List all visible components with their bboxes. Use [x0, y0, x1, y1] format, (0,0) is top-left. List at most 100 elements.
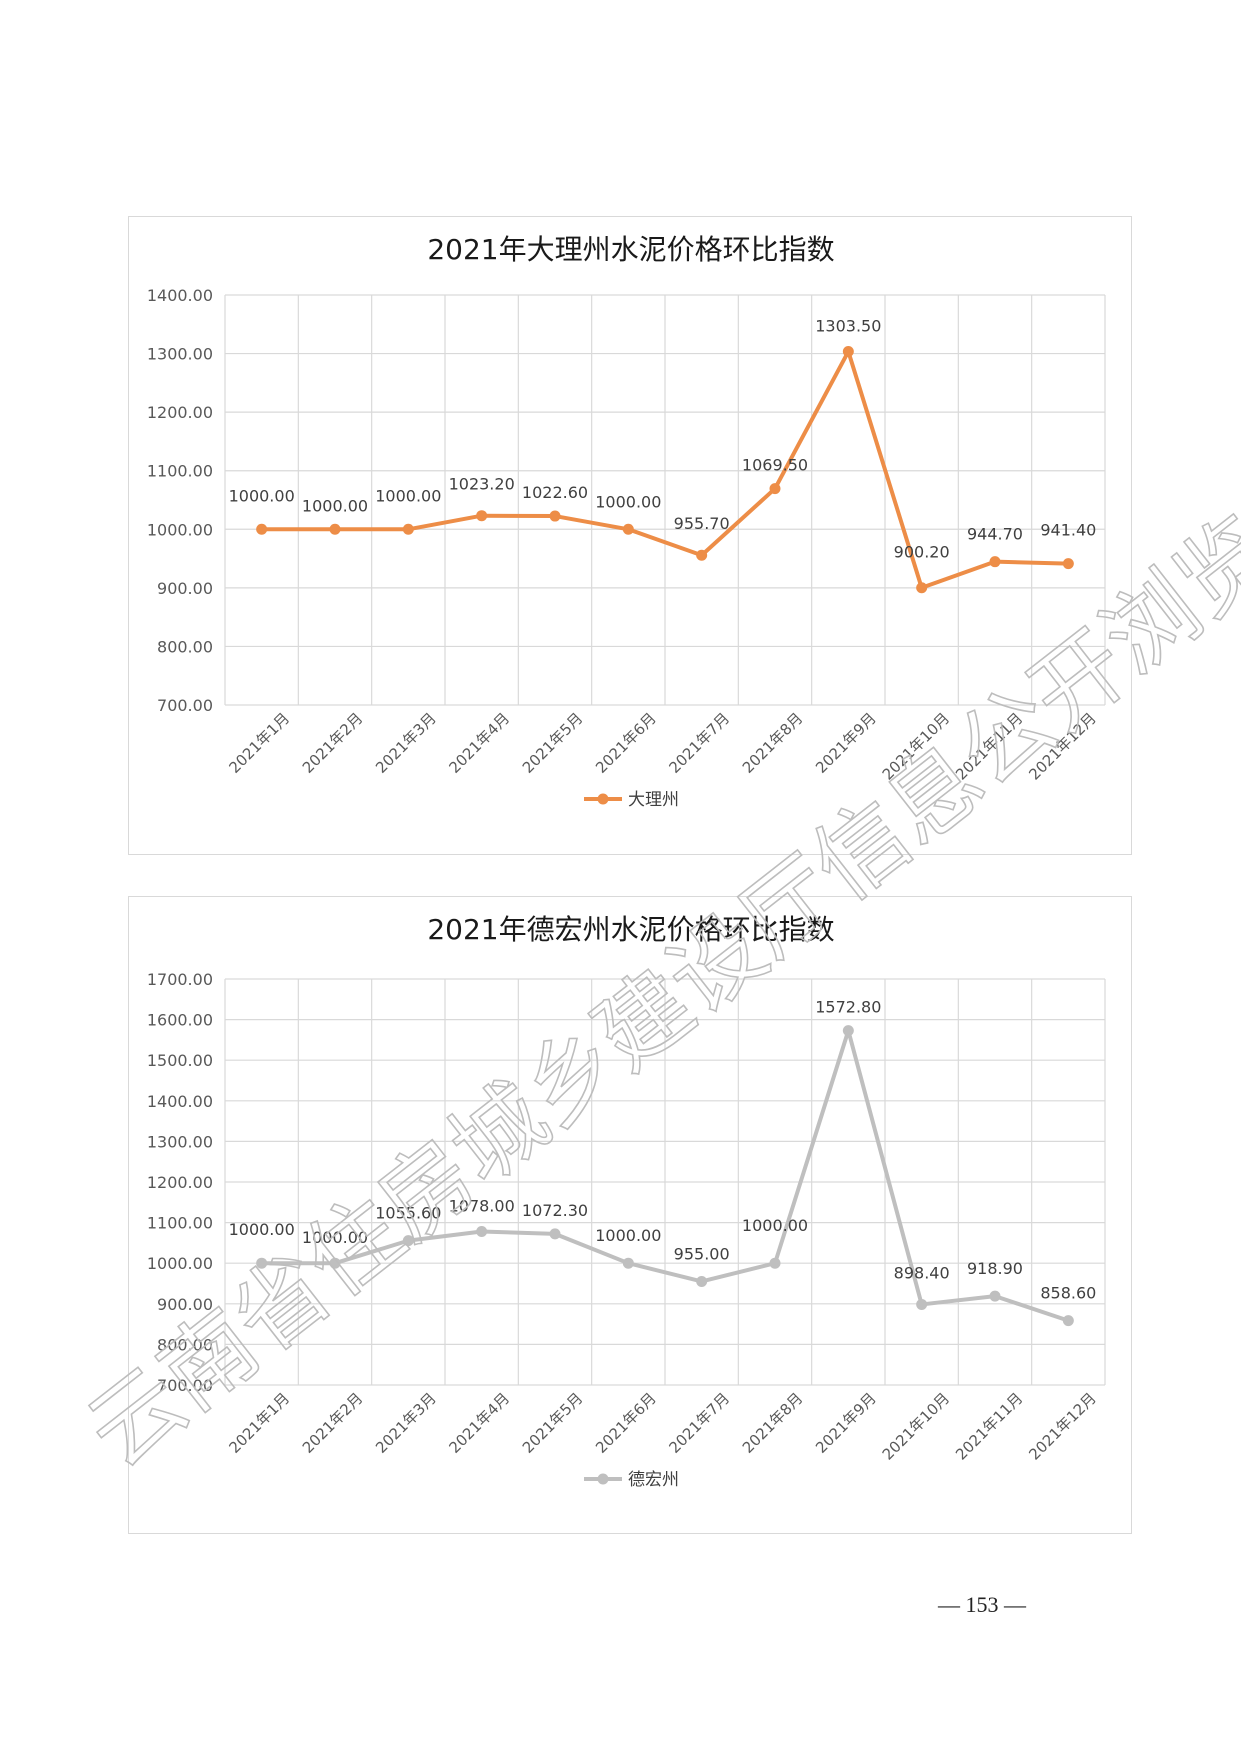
data-point	[842, 346, 854, 358]
x-tick-label: 2021年8月	[739, 1389, 807, 1457]
y-tick-label: 1400.00	[147, 286, 213, 305]
data-label: 1000.00	[595, 1226, 661, 1245]
legend-label: 德宏州	[628, 1470, 679, 1490]
data-label: 1000.00	[302, 496, 368, 515]
x-tick-label: 2021年2月	[299, 709, 367, 777]
data-label: 1303.50	[815, 317, 881, 336]
data-point	[769, 1257, 781, 1269]
y-tick-label: 900.00	[157, 1295, 213, 1314]
data-label: 941.40	[1040, 521, 1096, 540]
y-tick-label: 700.00	[157, 1376, 213, 1395]
data-label: 1000.00	[595, 492, 661, 511]
data-label: 1000.00	[229, 486, 295, 505]
y-tick-label: 1000.00	[147, 1254, 213, 1273]
data-point	[696, 1275, 708, 1287]
y-tick-label: 1200.00	[147, 1173, 213, 1192]
data-label: 1055.60	[375, 1204, 441, 1223]
x-tick-label: 2021年6月	[592, 709, 660, 777]
chart-dali: 2021年大理州水泥价格环比指数 700.00 800.00 900.00 1000.…	[128, 216, 1132, 855]
data-point	[402, 1235, 414, 1247]
series-line	[261, 1028, 1069, 1323]
x-tick-label: 2021年9月	[812, 709, 880, 777]
chart-title: 2021年德宏州水泥价格环比指数	[427, 913, 834, 946]
y-tick-label: 700.00	[157, 696, 213, 715]
data-label: 1069.50	[742, 456, 808, 475]
y-tick-label: 1700.00	[147, 970, 213, 989]
data-label: 1022.60	[522, 483, 588, 502]
data-point	[769, 483, 781, 495]
data-point	[622, 523, 634, 535]
x-tick-label: 2021年5月	[519, 709, 587, 777]
x-tick-label: 2021年7月	[665, 1389, 733, 1457]
y-tick-label: 1200.00	[147, 403, 213, 422]
data-label: 898.40	[894, 1263, 950, 1282]
x-tick-label: 2021年7月	[665, 709, 733, 777]
x-tick-label: 2021年3月	[372, 1389, 440, 1457]
x-tick-label: 2021年1月	[225, 709, 293, 777]
y-tick-label: 1300.00	[147, 1132, 213, 1151]
data-point	[256, 523, 268, 535]
y-tick-label: 1300.00	[147, 345, 213, 364]
data-label: 955.70	[674, 514, 730, 533]
data-label: 955.00	[674, 1244, 730, 1263]
data-point	[549, 1228, 561, 1240]
data-point	[329, 523, 341, 535]
chart-dehong: 2021年德宏州水泥价格环比指数 700.00 800.00 900.00 1000.…	[128, 896, 1132, 1534]
x-tick-label: 2021年4月	[445, 1389, 513, 1457]
legend-marker	[597, 1473, 609, 1485]
data-label: 858.60	[1040, 1284, 1096, 1303]
y-tick-label: 800.00	[157, 1335, 213, 1354]
x-tick-label: 2021年9月	[812, 1389, 880, 1457]
x-tick-label: 2021年1月	[225, 1389, 293, 1457]
legend-label: 大理州	[628, 790, 679, 810]
data-label: 1000.00	[229, 1220, 295, 1239]
chart-dali-svg: 2021年大理州水泥价格环比指数 700.00 800.00 900.00 1000.…	[147, 233, 1106, 810]
data-label: 1023.20	[449, 475, 515, 494]
data-point	[916, 582, 928, 594]
data-label: 918.90	[967, 1259, 1023, 1278]
data-point	[1062, 558, 1074, 570]
legend-marker	[597, 793, 609, 805]
data-label: 1072.30	[522, 1201, 588, 1220]
x-tick-label: 2021年10月	[879, 709, 953, 783]
data-point	[256, 1257, 268, 1269]
data-point	[329, 1257, 341, 1269]
data-point	[476, 1226, 488, 1238]
data-point	[1062, 1315, 1074, 1327]
x-tick-label: 2021年12月	[1025, 1389, 1099, 1463]
data-label: 900.20	[894, 543, 950, 562]
y-tick-label: 1100.00	[147, 462, 213, 481]
x-tick-label: 2021年12月	[1025, 709, 1099, 783]
x-tick-label: 2021年11月	[952, 709, 1026, 783]
data-label: 1000.00	[375, 486, 441, 505]
chart-title: 2021年大理州水泥价格环比指数	[427, 233, 834, 266]
data-point	[916, 1298, 928, 1310]
x-tick-label: 2021年10月	[879, 1389, 953, 1463]
y-tick-label: 1000.00	[147, 520, 213, 539]
data-label: 1572.80	[815, 998, 881, 1017]
data-point	[476, 510, 488, 522]
x-tick-label: 2021年6月	[592, 1389, 660, 1457]
chart-dehong-svg: 2021年德宏州水泥价格环比指数 700.00 800.00 900.00 1000.…	[147, 913, 1106, 1490]
data-label: 1078.00	[449, 1197, 515, 1216]
y-tick-label: 1600.00	[147, 1011, 213, 1030]
x-tick-label: 2021年5月	[519, 1389, 587, 1457]
page-number: — 153 —	[938, 1592, 1026, 1617]
data-label: 1000.00	[302, 1228, 368, 1247]
y-tick-label: 900.00	[157, 579, 213, 598]
x-tick-label: 2021年3月	[372, 709, 440, 777]
y-tick-label: 1400.00	[147, 1092, 213, 1111]
y-tick-label: 1100.00	[147, 1214, 213, 1233]
data-label: 944.70	[967, 525, 1023, 544]
x-tick-label: 2021年11月	[952, 1389, 1026, 1463]
x-tick-label: 2021年4月	[445, 709, 513, 777]
data-point	[842, 1025, 854, 1037]
y-tick-label: 1500.00	[147, 1051, 213, 1070]
series-line	[261, 349, 1069, 590]
x-tick-label: 2021年8月	[739, 709, 807, 777]
y-tick-label: 800.00	[157, 637, 213, 656]
data-point	[549, 510, 561, 522]
data-point	[696, 549, 708, 561]
data-point	[622, 1257, 634, 1269]
x-tick-label: 2021年2月	[299, 1389, 367, 1457]
